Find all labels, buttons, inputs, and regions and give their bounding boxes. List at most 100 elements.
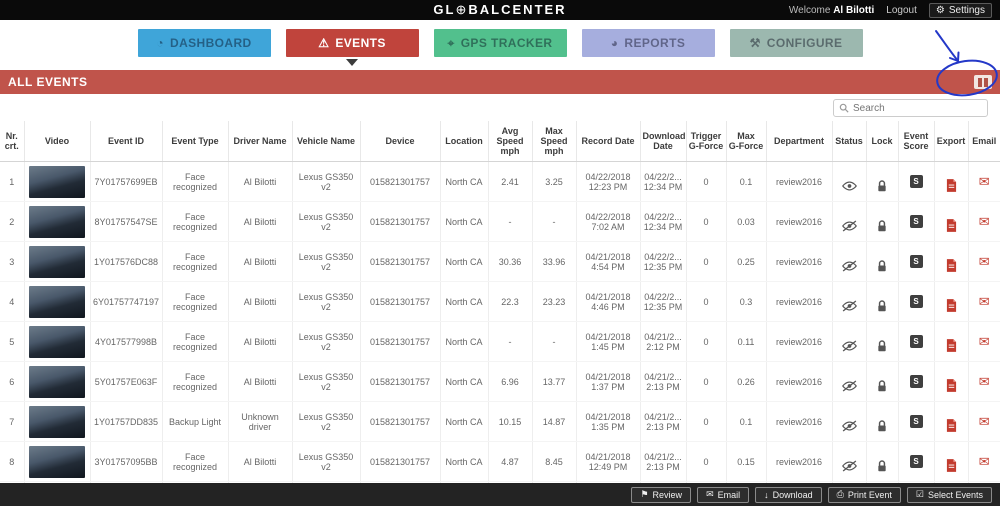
- table-row[interactable]: 3 1Y017576DC88 Face recognized Al Bilott…: [0, 241, 1000, 282]
- video-thumbnail[interactable]: [29, 445, 85, 478]
- tab-reports[interactable]: ◕ REPORTS: [581, 29, 715, 57]
- review-button[interactable]: ⚑ Review: [631, 486, 692, 503]
- lock-icon[interactable]: [876, 379, 888, 392]
- column-header[interactable]: Lock: [866, 121, 899, 162]
- column-header[interactable]: Nr. crt.: [0, 121, 25, 162]
- lock-icon[interactable]: [876, 339, 888, 352]
- eye-icon[interactable]: [841, 300, 858, 312]
- pdf-export-icon[interactable]: [946, 219, 957, 232]
- eye-icon[interactable]: [841, 180, 858, 192]
- event-id-cell: 1Y01757DD835: [90, 401, 163, 442]
- column-header-label: Email: [972, 136, 997, 146]
- event-score-badge[interactable]: S: [909, 255, 923, 268]
- column-header[interactable]: Max Speed mph: [532, 121, 577, 162]
- column-header[interactable]: Email: [968, 121, 1000, 162]
- column-header[interactable]: Export: [934, 121, 969, 162]
- record-date-cell: 04/21/2018 4:54 PM: [576, 241, 641, 282]
- column-header[interactable]: Driver Name: [228, 121, 293, 162]
- pdf-export-icon[interactable]: [946, 379, 957, 392]
- event-score-badge[interactable]: S: [909, 375, 923, 388]
- column-header[interactable]: Status: [832, 121, 867, 162]
- lock-icon[interactable]: [876, 219, 888, 232]
- column-header[interactable]: Max G-Force: [726, 121, 767, 162]
- column-header[interactable]: Department: [766, 121, 833, 162]
- column-header[interactable]: Record Date: [576, 121, 641, 162]
- lock-icon[interactable]: [876, 419, 888, 432]
- email-icon[interactable]: ✉: [978, 213, 990, 229]
- table-row[interactable]: 5 4Y017577998B Face recognized Al Bilott…: [0, 321, 1000, 362]
- video-thumbnail[interactable]: [29, 285, 85, 318]
- eye-icon[interactable]: [841, 380, 858, 392]
- tab-dashboard[interactable]: ◔ DASHBOARD: [137, 29, 271, 57]
- email-icon[interactable]: ✉: [978, 293, 990, 309]
- lock-icon[interactable]: [876, 179, 888, 192]
- vehicle-name-cell: Lexus GS350 v2: [292, 401, 361, 442]
- footer-button-label: Download: [772, 489, 813, 500]
- column-header[interactable]: Avg Speed mph: [488, 121, 533, 162]
- column-header[interactable]: Download Date: [640, 121, 687, 162]
- pdf-export-icon[interactable]: [946, 459, 957, 472]
- select-columns-button[interactable]: [974, 75, 992, 89]
- column-header[interactable]: Trigger G-Force: [686, 121, 727, 162]
- settings-button[interactable]: ⚙ Settings: [928, 2, 992, 18]
- table-row[interactable]: 6 5Y01757E063F Face recognized Al Bilott…: [0, 361, 1000, 402]
- eye-icon[interactable]: [841, 420, 858, 432]
- tab-gps-tracker[interactable]: ⌖ GPS TRACKER: [433, 29, 567, 57]
- video-thumbnail[interactable]: [29, 245, 85, 278]
- pdf-export-icon[interactable]: [946, 299, 957, 312]
- pdf-export-icon[interactable]: [946, 339, 957, 352]
- table-row[interactable]: 4 6Y01757747197 Face recognized Al Bilot…: [0, 281, 1000, 322]
- email-icon[interactable]: ✉: [978, 373, 990, 389]
- table-row[interactable]: 1 7Y01757699EB Face recognized Al Bilott…: [0, 161, 1000, 202]
- event-score-badge[interactable]: S: [909, 335, 923, 348]
- email-icon[interactable]: ✉: [978, 333, 990, 349]
- event-score-badge[interactable]: S: [909, 215, 923, 228]
- video-thumbnail[interactable]: [29, 205, 85, 238]
- table-row[interactable]: 2 8Y01757547SE Face recognized Al Bilott…: [0, 201, 1000, 242]
- table-row[interactable]: 7 1Y01757DD835 Backup Light Unknown driv…: [0, 401, 1000, 442]
- column-header[interactable]: Event Type: [162, 121, 229, 162]
- event-score-badge[interactable]: S: [909, 295, 923, 308]
- video-thumbnail[interactable]: [29, 325, 85, 358]
- email-button[interactable]: ✉ Email: [697, 486, 750, 503]
- search-input[interactable]: [853, 102, 982, 114]
- event-score-badge[interactable]: S: [909, 455, 923, 468]
- logout-link[interactable]: Logout: [886, 4, 917, 16]
- eye-icon[interactable]: [841, 220, 858, 232]
- column-header[interactable]: Location: [440, 121, 489, 162]
- table-row[interactable]: 8 3Y01757095BB Face recognized Al Bilott…: [0, 441, 1000, 482]
- column-header-label: Event Type: [171, 136, 219, 146]
- event-score-badge[interactable]: S: [909, 415, 923, 428]
- column-header[interactable]: Event ID: [90, 121, 163, 162]
- eye-icon[interactable]: [841, 460, 858, 472]
- lock-icon[interactable]: [876, 459, 888, 472]
- print-event-button[interactable]: ⎙ Print Event: [827, 486, 901, 503]
- column-header[interactable]: Vehicle Name: [292, 121, 361, 162]
- email-icon[interactable]: ✉: [978, 413, 990, 429]
- pdf-export-icon[interactable]: [946, 419, 957, 432]
- eye-icon[interactable]: [841, 340, 858, 352]
- video-thumbnail[interactable]: [29, 405, 85, 438]
- pdf-export-icon[interactable]: [946, 179, 957, 192]
- event-score-badge[interactable]: S: [909, 175, 923, 188]
- column-header[interactable]: Device: [360, 121, 441, 162]
- lock-icon[interactable]: [876, 259, 888, 272]
- column-header-label: Department: [773, 136, 824, 146]
- select-events-button[interactable]: ☑ Select Events: [906, 486, 992, 503]
- video-thumbnail[interactable]: [29, 165, 85, 198]
- video-thumbnail[interactable]: [29, 365, 85, 398]
- download-date-cell: 04/22/2... 12:35 PM: [640, 241, 687, 282]
- tab-events[interactable]: ⚠ EVENTS: [285, 29, 419, 57]
- column-header[interactable]: Video: [24, 121, 91, 162]
- email-icon[interactable]: ✉: [978, 453, 990, 469]
- search-box[interactable]: [833, 99, 988, 117]
- device-cell: 015821301757: [360, 281, 441, 322]
- email-icon[interactable]: ✉: [978, 253, 990, 269]
- email-icon[interactable]: ✉: [978, 173, 990, 189]
- lock-icon[interactable]: [876, 299, 888, 312]
- pdf-export-icon[interactable]: [946, 259, 957, 272]
- column-header[interactable]: Event Score: [898, 121, 935, 162]
- eye-icon[interactable]: [841, 260, 858, 272]
- download-button[interactable]: ↓ Download: [755, 486, 822, 503]
- tab-configure[interactable]: ⚒ CONFIGURE: [729, 29, 863, 57]
